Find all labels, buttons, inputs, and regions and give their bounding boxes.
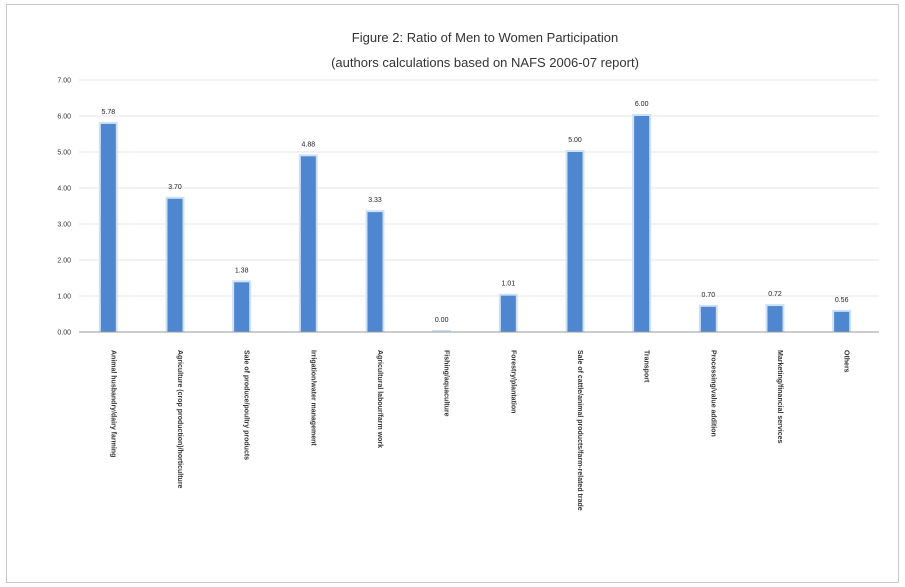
chart-title: Figure 2: Ratio of Men to Women Particip…	[352, 30, 618, 45]
value-label: 5.00	[568, 137, 582, 144]
y-axis-ticks: 0.00 1.00 2.00 3.00 4.00 5.00 6.00 7.00	[57, 78, 71, 337]
y-tick-label: 6.00	[57, 114, 71, 121]
value-label: 4.88	[302, 141, 316, 148]
bar	[767, 306, 783, 332]
value-label: 0.72	[768, 291, 782, 298]
value-label: 6.00	[635, 101, 649, 108]
bar	[300, 156, 316, 332]
category-label: Irrigation/water management	[309, 350, 316, 446]
category-label: Others	[843, 350, 850, 373]
value-label: 1.38	[235, 267, 249, 274]
category-label: Marketing/financial services	[776, 350, 783, 443]
chart-figure: Figure 2: Ratio of Men to Women Particip…	[6, 4, 899, 583]
bar	[500, 295, 516, 332]
y-tick-label: 5.00	[57, 150, 71, 157]
bar	[634, 116, 650, 332]
value-labels: 5.78 3.70 1.38 4.88 3.33 0.00 1.01 5.00 6.00 0.70…	[102, 101, 849, 324]
category-label: Agricultural labour/farm work	[376, 350, 383, 448]
y-tick-label: 2.00	[57, 258, 71, 265]
y-tick-label: 0.00	[57, 330, 71, 337]
y-tick-label: 7.00	[57, 78, 71, 85]
value-label: 1.01	[502, 281, 516, 288]
bar	[834, 311, 850, 332]
bar	[567, 152, 583, 332]
value-label: 0.00	[435, 317, 449, 324]
bar	[367, 212, 383, 332]
bar-chart: Figure 2: Ratio of Men to Women Particip…	[57, 30, 879, 511]
category-label: Forestry/plantation	[509, 350, 516, 413]
gridlines	[79, 79, 879, 333]
y-tick-label: 4.00	[57, 186, 71, 193]
category-label: Fishing/aquaculture	[443, 350, 450, 417]
y-tick-label: 1.00	[57, 294, 71, 301]
bar	[234, 282, 250, 332]
category-label: Animal husbandry/dairy farming	[109, 350, 116, 457]
bar-highlight	[432, 330, 452, 332]
category-label: Sale of produce/poultry products	[243, 350, 250, 460]
bar	[167, 198, 183, 332]
value-label: 3.33	[368, 197, 382, 204]
chart-subtitle: (authors calculations based on NAFS 2006…	[331, 55, 639, 70]
category-label: Transport	[643, 350, 650, 383]
value-label: 3.70	[168, 184, 182, 191]
value-label: 0.70	[702, 292, 716, 299]
bar	[700, 306, 716, 332]
category-labels: Animal husbandry/dairy farming Agricultur…	[109, 350, 849, 511]
bars	[98, 114, 852, 332]
value-label: 0.56	[835, 297, 849, 304]
category-label: Processing/value addition	[709, 350, 716, 437]
category-label: Agriculture (crop production)/horticultu…	[176, 350, 183, 489]
category-label: Sale of cattle/animal products/farm-rela…	[576, 350, 583, 511]
value-label: 5.78	[102, 109, 116, 116]
y-tick-label: 3.00	[57, 222, 71, 229]
bar	[100, 123, 116, 332]
